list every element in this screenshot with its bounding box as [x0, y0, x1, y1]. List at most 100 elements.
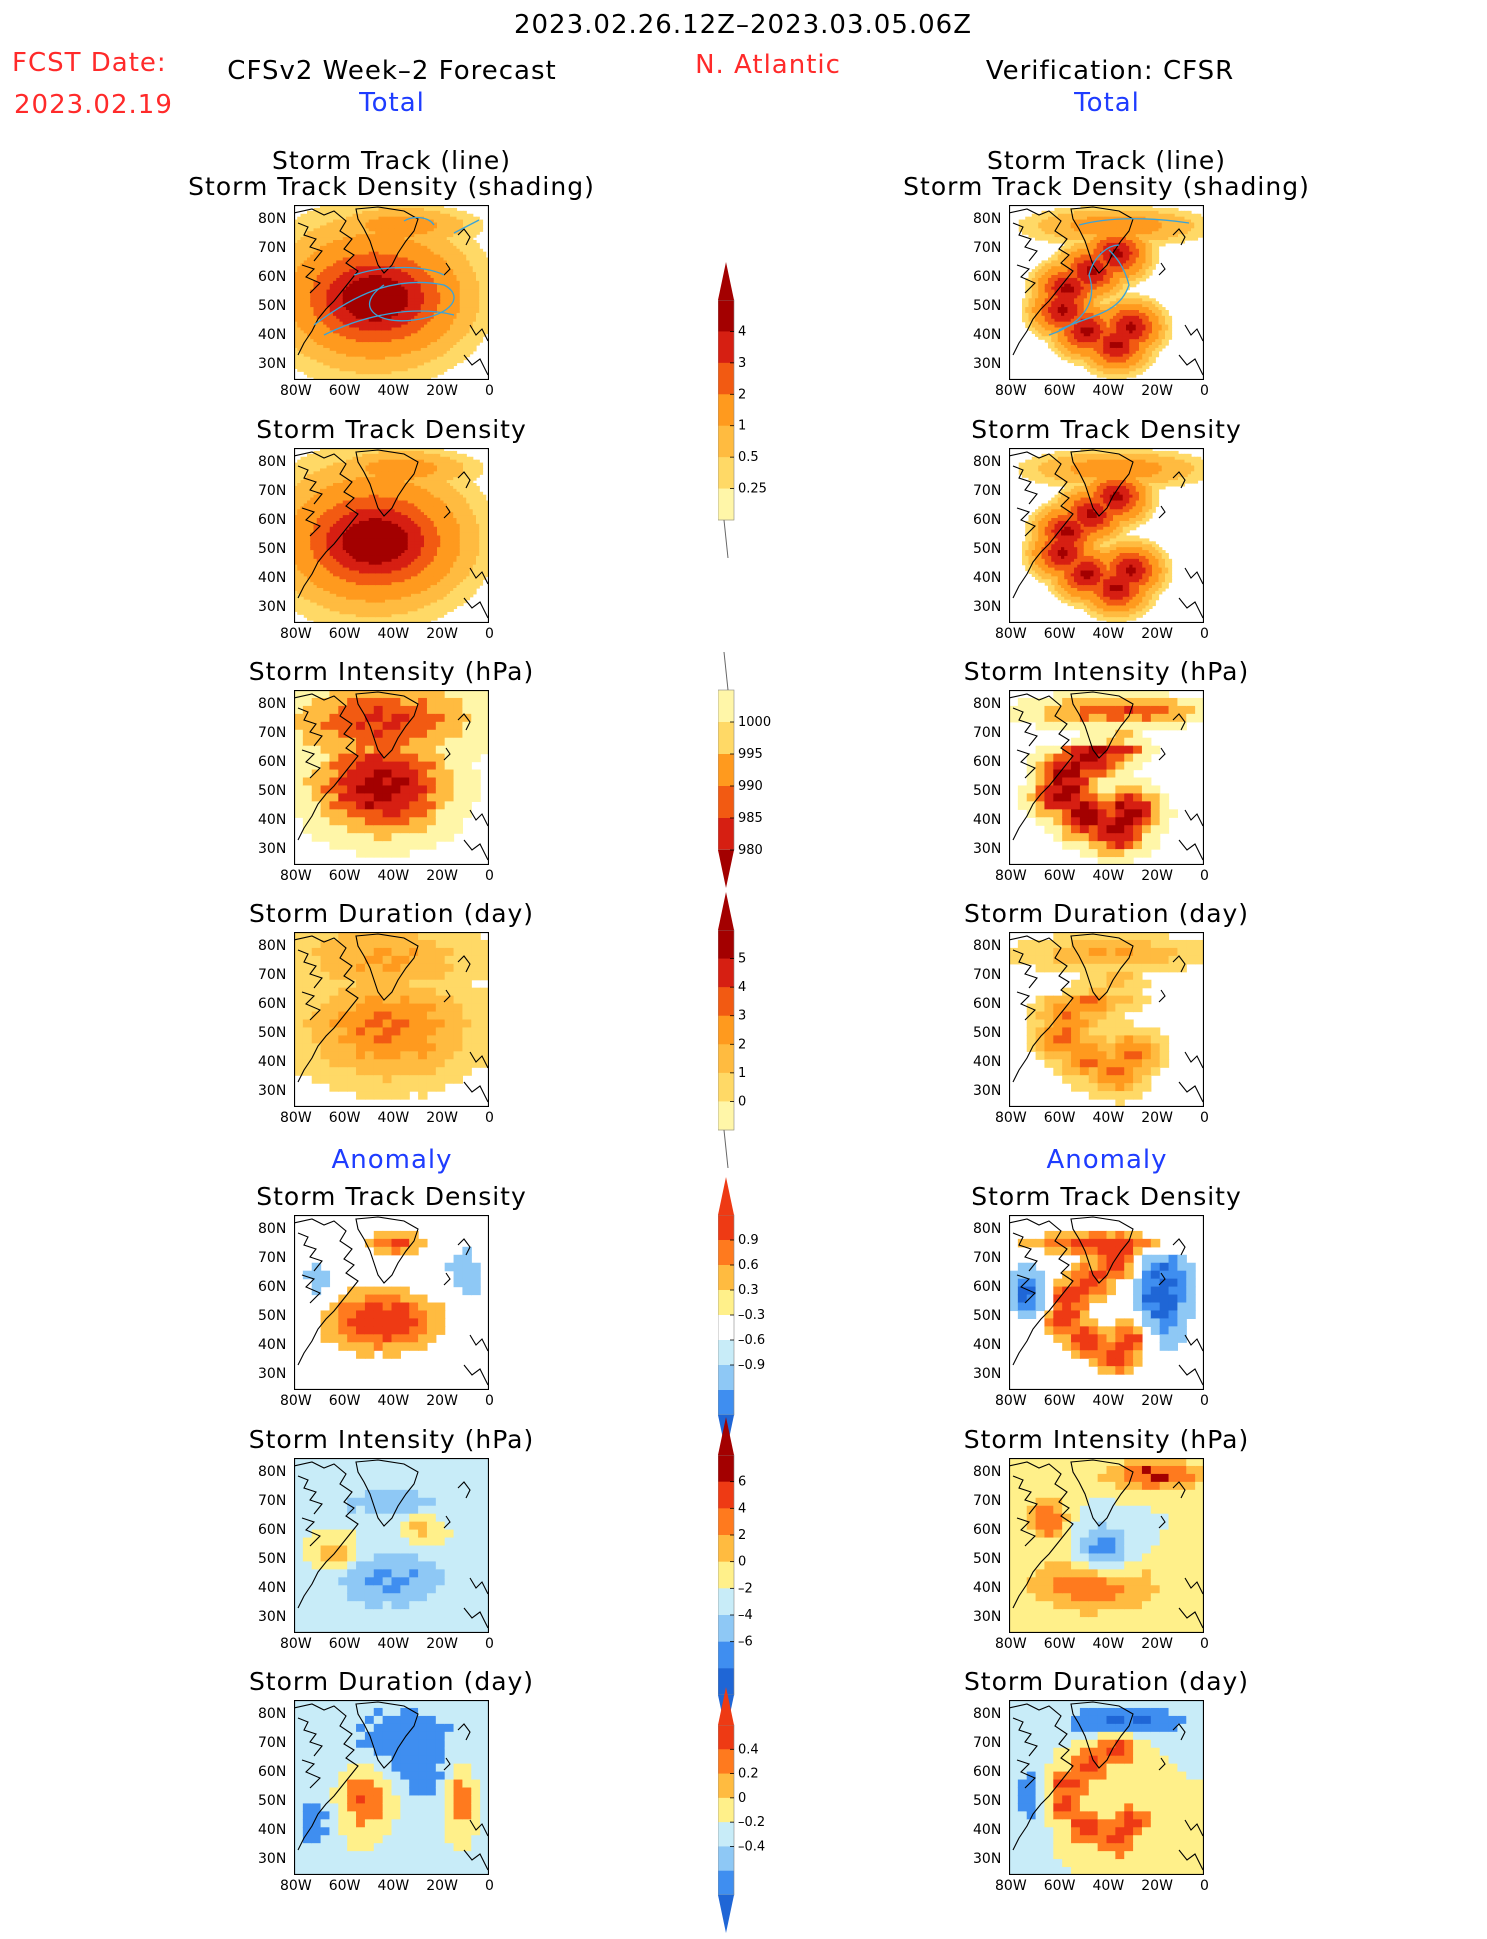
forecast-panel-6-shading [294, 1458, 489, 1633]
forecast-panel-2-coastline [294, 449, 489, 619]
lat-tick-label: 60N [973, 996, 1002, 1012]
colorbar-density-anom-tick-label: 0.6 [738, 1258, 759, 1273]
verification-panel-4-map [1009, 932, 1204, 1107]
lon-tick-label: 60W [1043, 1110, 1076, 1126]
colorbar-intensity-total-tick-label: 980 [738, 843, 763, 858]
lon-tick-label: 60W [1043, 1636, 1076, 1652]
lon-tick-label: 0 [1200, 1393, 1209, 1409]
verification-panel-6 [1009, 1458, 1204, 1633]
lon-tick-label: 0 [485, 1110, 494, 1126]
lon-tick-label: 20W [426, 383, 458, 399]
lat-tick-label: 70N [258, 725, 287, 741]
lon-tick-label: 40W [377, 1110, 410, 1126]
lat-tick-label: 70N [973, 725, 1002, 741]
lat-tick-label: 30N [258, 1851, 287, 1867]
lon-tick-label: 40W [377, 1878, 410, 1894]
colorbar-intensity-total-tick-label: 990 [738, 779, 763, 794]
forecast-panel-5-shading [302, 1230, 481, 1359]
colorbar-intensity-total-tick-label: 985 [738, 811, 763, 826]
lat-tick-label: 40N [258, 1337, 287, 1353]
lon-tick-label: 20W [1141, 1878, 1173, 1894]
colorbar-density-total: 4 3 2 1 0.5 0.25 [717, 260, 818, 564]
lon-tick-label: 20W [426, 626, 458, 642]
lon-tick-label: 40W [1092, 868, 1125, 884]
verification-panel-2-shading [1018, 448, 1204, 623]
lon-tick-label: 0 [1200, 626, 1209, 642]
lon-tick-label: 40W [377, 383, 410, 399]
forecast-panel-1-title: Storm Track (line) [271, 146, 512, 175]
lon-tick-label: 20W [1141, 1110, 1173, 1126]
lat-tick-label: 60N [258, 1764, 287, 1780]
forecast-panel-5-title: Storm Track Density [256, 1182, 527, 1211]
colorbar-duration-anom: 0.4 0.2 0 –0.2 –0.4 [717, 1685, 818, 1939]
lat-tick-label: 80N [973, 1464, 1002, 1480]
lat-tick-label: 30N [258, 599, 287, 615]
lat-tick-label: 60N [258, 1279, 287, 1295]
forecast-panel-2-title: Storm Track Density [256, 415, 527, 444]
lat-tick-label: 60N [258, 512, 287, 528]
lon-tick-label: 20W [1141, 1393, 1173, 1409]
lon-tick-label: 40W [377, 626, 410, 642]
verification-panel-3 [1009, 690, 1204, 865]
lon-tick-label: 80W [995, 383, 1027, 399]
forecast-panel-5 [294, 1215, 489, 1390]
colorbar-duration-total-tick-label: 0 [738, 1094, 746, 1109]
colorbar-duration-total-tick-label: 2 [738, 1037, 746, 1052]
lat-tick-label: 30N [973, 1083, 1002, 1099]
lon-tick-label: 0 [1200, 1878, 1209, 1894]
lat-tick-label: 70N [973, 967, 1002, 983]
lat-tick-label: 80N [258, 454, 287, 470]
lat-tick-label: 80N [258, 1221, 287, 1237]
colorbar-density-total-tick-label: 2 [738, 387, 746, 402]
colorbar-intensity-anom-tick-label: 6 [738, 1475, 746, 1490]
lat-tick-label: 50N [258, 298, 287, 314]
lon-tick-label: 0 [485, 626, 494, 642]
verification-panel-7-map [1009, 1700, 1204, 1875]
lat-tick-label: 30N [973, 356, 1002, 372]
lat-tick-label: 60N [973, 754, 1002, 770]
colorbar-density-total-tick-label: 1 [738, 419, 746, 434]
lat-tick-label: 50N [258, 1308, 287, 1324]
colorbar-density-anom-tick-label: 0.9 [738, 1233, 759, 1248]
forecast-panel-7-shading [294, 1700, 489, 1875]
lon-tick-label: 0 [1200, 383, 1209, 399]
colorbar-density-anom-tick-label: –0.6 [738, 1333, 765, 1348]
lat-tick-label: 80N [973, 1221, 1002, 1237]
lat-tick-label: 50N [973, 1551, 1002, 1567]
lat-tick-label: 40N [258, 1580, 287, 1596]
forecast-panel-1-shading [294, 205, 489, 380]
lat-tick-label: 60N [973, 512, 1002, 528]
lon-tick-label: 20W [1141, 626, 1173, 642]
lat-tick-label: 30N [973, 1609, 1002, 1625]
forecast-panel-4 [294, 932, 489, 1107]
lat-tick-label: 30N [258, 356, 287, 372]
lon-tick-label: 40W [1092, 383, 1125, 399]
forecast-panel-3-coastline [294, 691, 489, 861]
lon-tick-label: 60W [328, 1110, 361, 1126]
lat-tick-label: 70N [973, 1250, 1002, 1266]
lon-tick-label: 80W [995, 1878, 1027, 1894]
lon-tick-label: 20W [426, 1393, 458, 1409]
lat-tick-label: 30N [973, 1366, 1002, 1382]
lon-tick-label: 20W [1141, 1636, 1173, 1652]
verification-panel-5-map [1009, 1215, 1204, 1390]
region-title: N. Atlantic [695, 50, 841, 80]
forecast-panel-6-coastline [294, 1459, 489, 1629]
lat-tick-label: 50N [258, 1551, 287, 1567]
forecast-panel-5-map [294, 1215, 489, 1390]
forecast-panel-4-coastline [294, 933, 489, 1103]
lon-tick-label: 0 [1200, 1636, 1209, 1652]
lat-tick-label: 50N [973, 1308, 1002, 1324]
lat-tick-label: 80N [258, 211, 287, 227]
lat-tick-label: 60N [973, 1522, 1002, 1538]
lon-tick-label: 60W [328, 383, 361, 399]
colorbar-intensity-anom-tick-label: –4 [738, 1608, 753, 1623]
lat-tick-label: 70N [973, 1735, 1002, 1751]
colorbar-duration-anom-tick-label: 0.2 [738, 1767, 759, 1782]
lat-tick-label: 80N [258, 1464, 287, 1480]
verification-panel-1 [1009, 205, 1204, 380]
forecast-title: CFSv2 Week–2 Forecast [227, 56, 557, 86]
colorbar-density-anom-tick-label: –0.3 [738, 1308, 765, 1323]
colorbar-density-total-tick-label: 0.25 [738, 482, 767, 497]
forecast-panel-7-coastline [294, 1701, 489, 1871]
